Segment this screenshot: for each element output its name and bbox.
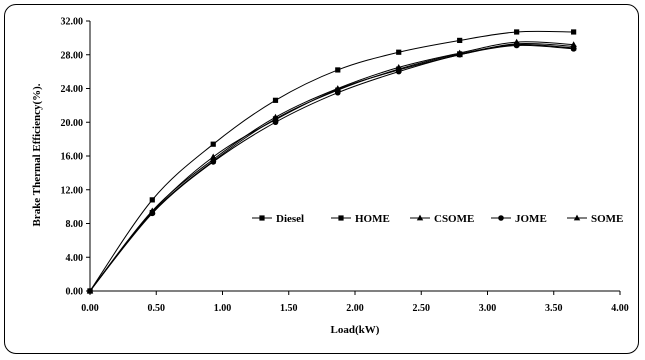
data-point-some [570, 42, 577, 49]
data-point-diesel [457, 37, 463, 44]
x-tick-label: 4.00 [611, 303, 629, 314]
x-tick-label: 2.50 [413, 303, 431, 314]
x-tick-label: 1.50 [280, 303, 298, 314]
data-point-some [456, 51, 463, 58]
series-line-diesel [89, 30, 574, 292]
series-line-some [89, 42, 574, 292]
legend-label-some: SOME [591, 213, 623, 225]
data-point-diesel [335, 67, 341, 73]
data-point-some [149, 208, 156, 215]
data-point-some [86, 287, 94, 294]
data-point-some [395, 66, 402, 73]
y-tick-label: 16.00 [61, 152, 84, 163]
series-line-home [89, 43, 574, 292]
legend-label-jome: JOME [515, 213, 547, 225]
y-tick-label: 0.00 [66, 287, 84, 298]
series-group [86, 29, 577, 294]
legend: Diesel HOME CSOME JOME SOME [252, 213, 623, 225]
legend-marker-jome [498, 215, 504, 221]
x-axis-label: Load(kW) [331, 324, 380, 336]
y-tick-label: 20.00 [61, 118, 84, 129]
series-csome [86, 38, 577, 294]
data-point-some [513, 40, 520, 47]
series-some [86, 40, 577, 294]
series-diesel [87, 29, 577, 294]
x-tick-label: 0.00 [81, 303, 99, 314]
legend-marker-home [338, 215, 344, 221]
legend-marker-some [573, 214, 581, 221]
legend-marker-diesel [259, 215, 265, 221]
data-point-diesel [149, 197, 155, 203]
y-tick-label: 32.00 [61, 17, 84, 28]
x-tick-label: 1.00 [214, 303, 232, 314]
x-tick-label: 2.00 [346, 303, 364, 314]
legend-label-csome: CSOME [434, 213, 474, 225]
y-axis-label: Brake Thermal Efficiency(%). [31, 83, 43, 226]
data-point-diesel [571, 29, 577, 35]
axes: 0.00 4.00 8.00 12.00 16.00 20.00 24.00 28.00 32.… [61, 17, 629, 315]
data-point-some [272, 116, 279, 123]
y-tick-label: 12.00 [61, 185, 84, 196]
x-tick-label: 0.50 [148, 303, 166, 314]
y-tick-label: 24.00 [61, 84, 84, 95]
x-tick-label: 3.50 [545, 303, 563, 314]
legend-item-jome: JOME [491, 213, 547, 225]
series-jome [87, 42, 577, 294]
legend-label-diesel: Diesel [276, 213, 304, 225]
data-point-some [210, 153, 217, 160]
legend-item-home: HOME [331, 213, 390, 225]
legend-marker-csome [416, 214, 424, 221]
data-point-jome [210, 159, 217, 165]
series-line-csome [89, 41, 574, 292]
data-point-diesel [396, 49, 402, 55]
legend-item-csome: CSOME [410, 213, 474, 225]
y-tick-label: 28.00 [61, 50, 84, 61]
y-tick-label: 8.00 [66, 219, 84, 230]
legend-item-some: SOME [567, 213, 623, 225]
data-point-diesel [210, 141, 216, 147]
data-point-some [334, 85, 341, 92]
legend-item-diesel: Diesel [252, 213, 304, 225]
series-home [87, 42, 577, 294]
legend-label-home: HOME [355, 213, 390, 225]
chart-frame [4, 4, 639, 354]
data-point-diesel [514, 29, 520, 35]
x-tick-label: 3.00 [479, 303, 497, 314]
series-line-jome [89, 44, 574, 292]
y-tick-label: 4.00 [66, 253, 84, 264]
data-point-diesel [272, 97, 279, 103]
